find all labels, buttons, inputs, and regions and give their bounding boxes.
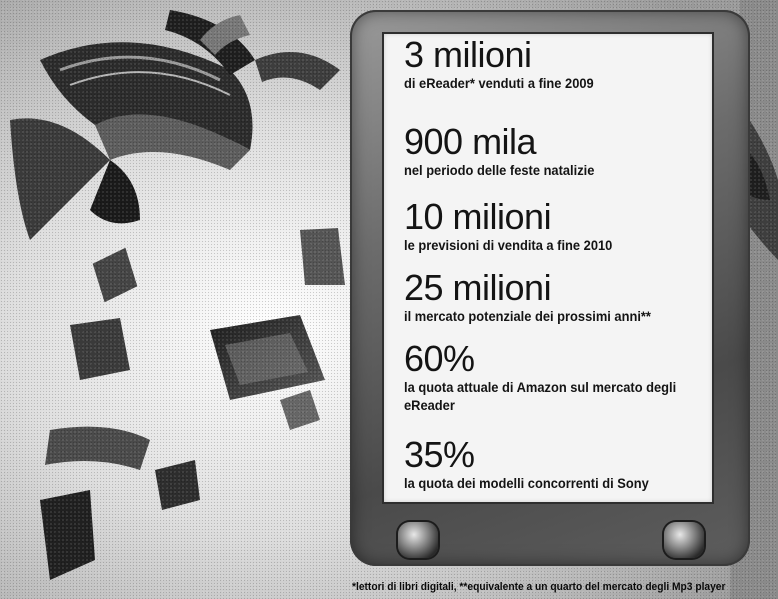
stat-description: la quota attuale di Amazon sul mercato d… bbox=[404, 379, 677, 413]
stat-value: 3 milioni bbox=[404, 34, 532, 75]
stat-value: 900 mila bbox=[404, 121, 537, 162]
stat-value: 35% bbox=[404, 434, 475, 475]
stat-description: le previsioni di vendita a fine 2010 bbox=[404, 237, 613, 253]
stat-value: 25 milioni bbox=[404, 267, 552, 308]
stat-item: 25 milioni il mercato potenziale dei pro… bbox=[404, 269, 672, 325]
stat-item: 35% la quota dei modelli concorrenti di … bbox=[404, 436, 670, 492]
stat-description: il mercato potenziale dei prossimi anni*… bbox=[404, 308, 651, 324]
stat-value: 60% bbox=[404, 338, 475, 379]
floating-pages bbox=[40, 228, 345, 580]
stat-item: 900 mila nel periodo delle feste nataliz… bbox=[404, 123, 611, 179]
stat-description: nel periodo delle feste natalizie bbox=[404, 162, 595, 178]
stat-description: di eReader* venduti a fine 2009 bbox=[404, 75, 594, 91]
device-left-button bbox=[398, 522, 438, 558]
ereader-screen bbox=[382, 32, 714, 504]
stat-item: 10 milioni le previsioni di vendita a fi… bbox=[404, 198, 630, 254]
stat-value: 10 milioni bbox=[404, 196, 552, 237]
stat-item: 3 milioni di eReader* venduti a fine 200… bbox=[404, 36, 610, 92]
footnote: *lettori di libri digitali, **equivalent… bbox=[352, 581, 726, 593]
stat-description: la quota dei modelli concorrenti di Sony bbox=[404, 475, 649, 491]
open-book-illustration bbox=[10, 10, 340, 240]
stat-item: 60% la quota attuale di Amazon sul merca… bbox=[404, 340, 704, 414]
device-right-button bbox=[664, 522, 704, 558]
